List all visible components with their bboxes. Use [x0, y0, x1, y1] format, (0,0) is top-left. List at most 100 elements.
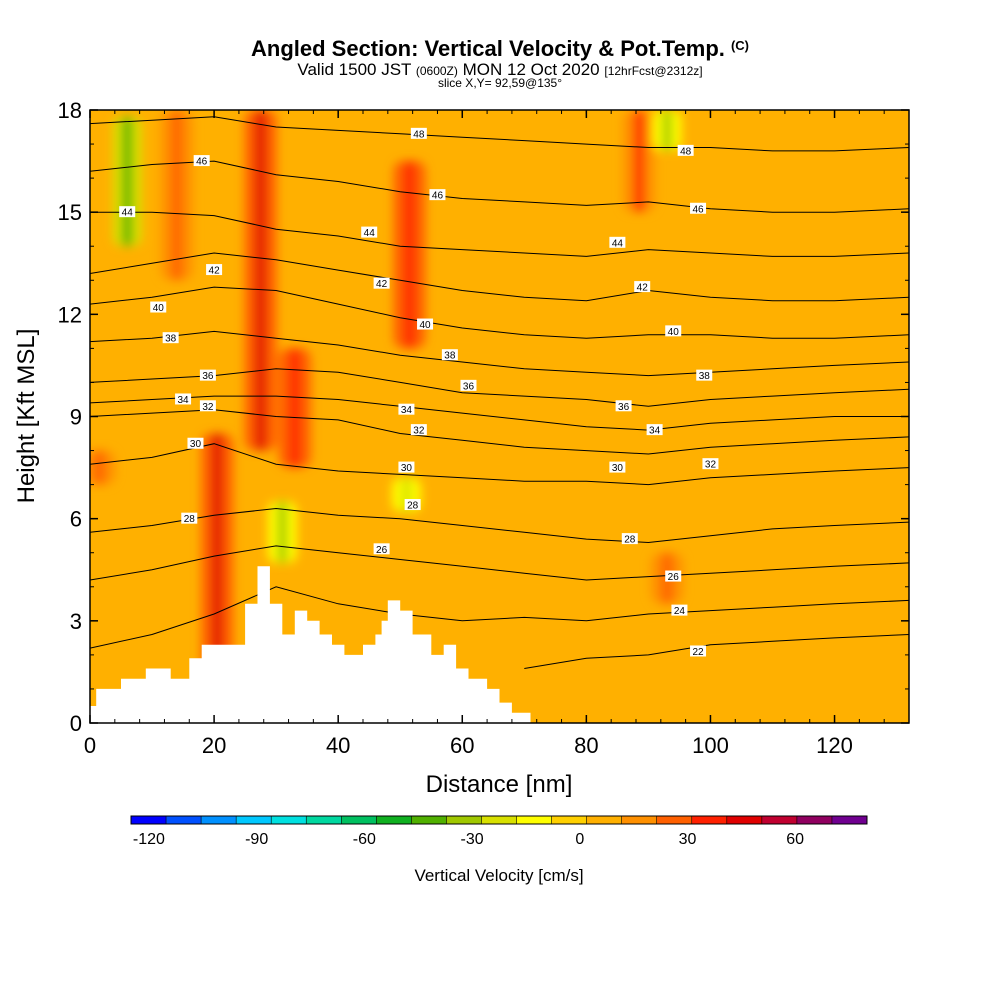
- y-tick-label: 0: [70, 711, 82, 736]
- isentrope-label-bg: [677, 144, 694, 156]
- colorbar-swatch: [306, 816, 342, 824]
- colorbar-tick-label: 60: [786, 831, 804, 848]
- isentrope-label-bg: [690, 645, 707, 657]
- y-tick-label: 3: [70, 609, 82, 634]
- slice-info: slice X,Y= 92,59@135°: [437, 76, 563, 90]
- y-tick-label: 9: [70, 405, 82, 430]
- updraft-plume: [94, 450, 105, 485]
- colorbar-swatch: [446, 816, 482, 824]
- colorbar-title: Vertical Velocity [cm/s]: [414, 866, 583, 885]
- isentrope-label: 42: [373, 277, 390, 290]
- isentrope-label-text: 30: [401, 463, 413, 474]
- isentrope-label-bg: [175, 393, 192, 405]
- colorbar-swatch: [481, 816, 517, 824]
- x-tick-label: 20: [202, 733, 226, 758]
- colorbar-swatch: [656, 816, 693, 824]
- x-tick-label: 100: [692, 733, 729, 758]
- isentrope-label-bg: [162, 332, 179, 344]
- isentrope-label-text: 30: [612, 463, 624, 474]
- isentrope-label-text: 38: [699, 371, 711, 382]
- isentrope-label: 30: [187, 437, 204, 450]
- isentrope-label-text: 32: [413, 426, 425, 437]
- isentrope-22: [524, 634, 909, 669]
- isentrope-34: [90, 395, 909, 431]
- isentrope-label-bg: [665, 570, 682, 582]
- colorbar-swatch: [131, 816, 167, 824]
- isentrope-label-bg: [621, 533, 638, 545]
- isentrope-44: [90, 211, 909, 257]
- colorbar-swatch: [201, 816, 237, 824]
- isentrope-30: [90, 443, 909, 486]
- isentrope-label-text: 40: [419, 320, 431, 331]
- isentrope-label: 40: [417, 318, 434, 331]
- x-tick-label: 80: [574, 733, 598, 758]
- downdraft-zone: [122, 116, 132, 247]
- y-axis-title: Height [Kft MSL]: [13, 329, 40, 504]
- isentrope-label: 42: [206, 264, 223, 277]
- subtitle-valid-time: Valid 1500 JST: [297, 60, 412, 79]
- isentrope-labels: 48 48 46 46 46 44 44 44 42 42 42 40 40 40 38 38 38 36 36 36…: [119, 127, 719, 658]
- isentrope-label-text: 28: [624, 535, 636, 546]
- x-tick-label: 0: [84, 733, 96, 758]
- downdraft-zone: [277, 501, 287, 563]
- isentrope-label-bg: [187, 437, 204, 449]
- isentrope-label: 28: [404, 499, 421, 512]
- isentrope-48: [90, 116, 909, 152]
- isentrope-label-text: 44: [122, 208, 134, 219]
- isentrope-label-bg: [410, 127, 427, 139]
- isentrope-label-bg: [460, 379, 477, 391]
- isentrope-label-text: 46: [432, 191, 444, 202]
- isentrope-label: 42: [634, 281, 651, 294]
- isentrope-label-text: 48: [413, 129, 425, 140]
- isentrope-label-text: 30: [190, 439, 202, 450]
- isentrope-label-bg: [398, 403, 415, 415]
- y-tick-label: 15: [58, 200, 82, 225]
- updraft-plume: [212, 433, 223, 672]
- colorbar-swatch: [726, 816, 763, 824]
- isentrope-label: 46: [429, 189, 446, 202]
- colorbar-swatch: [376, 816, 412, 824]
- isentrope-label: 30: [398, 461, 415, 474]
- isentrope-label-text: 40: [668, 327, 680, 338]
- isentrope-label-bg: [429, 189, 446, 201]
- colorbar-swatch: [621, 816, 658, 824]
- isentrope-label-text: 26: [376, 545, 388, 556]
- colorbar-tick-label: -90: [245, 831, 268, 848]
- isentrope-label: 44: [119, 206, 136, 219]
- isentrope-label-text: 46: [196, 157, 208, 168]
- isentrope-label-bg: [441, 349, 458, 361]
- isentrope-26: [90, 545, 909, 581]
- isentrope-label-bg: [690, 202, 707, 214]
- colorbar-tick-label: -60: [353, 831, 376, 848]
- isentrope-label: 40: [150, 301, 167, 314]
- colorbar-tick-label: 30: [679, 831, 697, 848]
- isentrope-38: [90, 330, 909, 377]
- isentrope-label-bg: [615, 400, 632, 412]
- colorbar-tick-label: -30: [461, 831, 484, 848]
- isentrope-label: 26: [665, 570, 682, 583]
- velocity-field: [90, 110, 684, 672]
- isentrope-label: 34: [646, 424, 663, 437]
- isentrope-label-bg: [398, 461, 415, 473]
- isentrope-label-text: 36: [618, 402, 630, 413]
- isentrope-label: 24: [671, 604, 688, 617]
- colorbar-tick-label: -120: [133, 831, 165, 848]
- colorbar-swatch: [516, 816, 552, 824]
- isentrope-label-bg: [361, 226, 378, 238]
- isentrope-label-text: 42: [637, 283, 649, 294]
- isentrope-label-text: 42: [209, 266, 221, 277]
- isentrope-label: 48: [677, 144, 694, 157]
- isentrope-label: 38: [162, 332, 179, 345]
- isentrope-46: [90, 160, 909, 213]
- subtitle-date: MON 12 Oct 2020: [462, 60, 600, 79]
- isentrope-label-text: 36: [463, 381, 475, 392]
- isentrope-42: [90, 252, 909, 302]
- isentrope-label-text: 26: [668, 572, 680, 583]
- subtitle-utc-time: (0600Z): [415, 64, 458, 78]
- isentrope-label-text: 40: [153, 303, 165, 314]
- plot-area: 48 48 46 46 46 44 44 44 42 42 42 40 40 40 38 38 38 36 36 36…: [90, 110, 909, 723]
- y-tick-label: 12: [58, 302, 82, 327]
- colorbar-swatch: [586, 816, 622, 824]
- isentrope-label-bg: [181, 512, 198, 524]
